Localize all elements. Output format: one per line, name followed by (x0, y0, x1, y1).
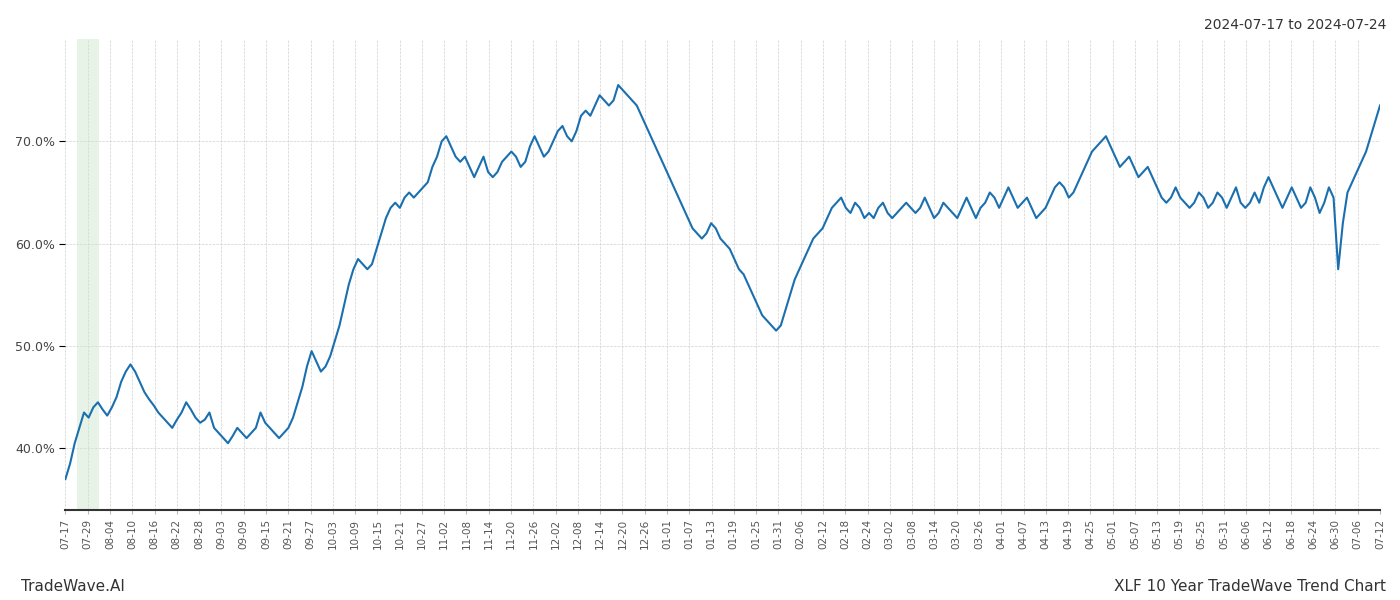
Bar (77, 39, 99, 510)
Text: 2024-07-17 to 2024-07-24: 2024-07-17 to 2024-07-24 (1204, 18, 1386, 32)
Text: TradeWave.AI: TradeWave.AI (21, 579, 125, 594)
Text: XLF 10 Year TradeWave Trend Chart: XLF 10 Year TradeWave Trend Chart (1114, 579, 1386, 594)
